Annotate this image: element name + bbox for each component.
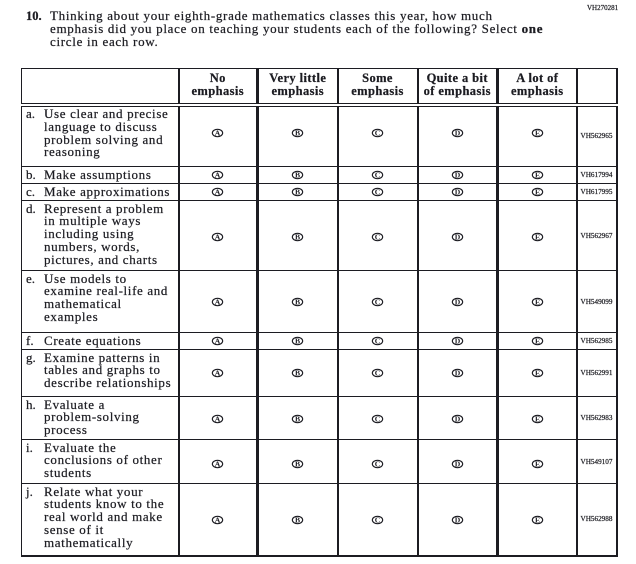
svg-text:B: B: [295, 171, 300, 180]
svg-text:E: E: [535, 516, 540, 525]
svg-text:E: E: [535, 171, 540, 180]
svg-text:A: A: [215, 188, 221, 197]
svg-text:A: A: [215, 369, 221, 378]
svg-text:A: A: [215, 171, 221, 180]
svg-text:E: E: [535, 297, 540, 306]
svg-text:B: B: [295, 459, 300, 468]
svg-text:B: B: [295, 516, 300, 525]
svg-text:C: C: [375, 415, 380, 424]
svg-text:D: D: [455, 369, 461, 378]
svg-text:D: D: [455, 188, 461, 197]
svg-text:E: E: [535, 459, 540, 468]
svg-text:B: B: [295, 129, 300, 138]
svg-text:D: D: [455, 129, 461, 138]
svg-text:B: B: [295, 297, 300, 306]
svg-text:C: C: [375, 516, 380, 525]
svg-text:E: E: [535, 415, 540, 424]
svg-text:C: C: [375, 171, 380, 180]
svg-text:D: D: [455, 232, 461, 241]
svg-text:D: D: [455, 459, 461, 468]
svg-text:B: B: [295, 188, 300, 197]
svg-text:B: B: [295, 232, 300, 241]
svg-text:B: B: [295, 369, 300, 378]
svg-text:A: A: [215, 459, 221, 468]
svg-text:C: C: [375, 337, 380, 346]
svg-text:B: B: [295, 337, 300, 346]
svg-text:D: D: [455, 171, 461, 180]
svg-text:E: E: [535, 337, 540, 346]
svg-text:D: D: [455, 415, 461, 424]
svg-text:E: E: [535, 129, 540, 138]
svg-text:A: A: [215, 415, 221, 424]
svg-text:D: D: [455, 516, 461, 525]
svg-text:C: C: [375, 297, 380, 306]
svg-text:C: C: [375, 232, 380, 241]
svg-text:C: C: [375, 459, 380, 468]
svg-text:C: C: [375, 129, 380, 138]
svg-text:E: E: [535, 369, 540, 378]
svg-text:A: A: [215, 232, 221, 241]
svg-text:C: C: [375, 188, 380, 197]
svg-text:D: D: [455, 337, 461, 346]
svg-text:D: D: [455, 297, 461, 306]
svg-text:A: A: [215, 516, 221, 525]
svg-text:A: A: [215, 129, 221, 138]
svg-text:B: B: [295, 415, 300, 424]
svg-text:C: C: [375, 369, 380, 378]
svg-text:A: A: [215, 297, 221, 306]
svg-text:E: E: [535, 188, 540, 197]
svg-text:E: E: [535, 232, 540, 241]
svg-text:A: A: [215, 337, 221, 346]
